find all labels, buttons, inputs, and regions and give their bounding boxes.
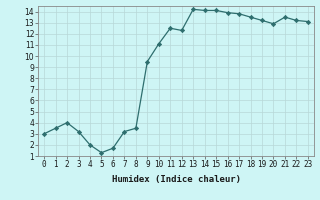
X-axis label: Humidex (Indice chaleur): Humidex (Indice chaleur) (111, 175, 241, 184)
